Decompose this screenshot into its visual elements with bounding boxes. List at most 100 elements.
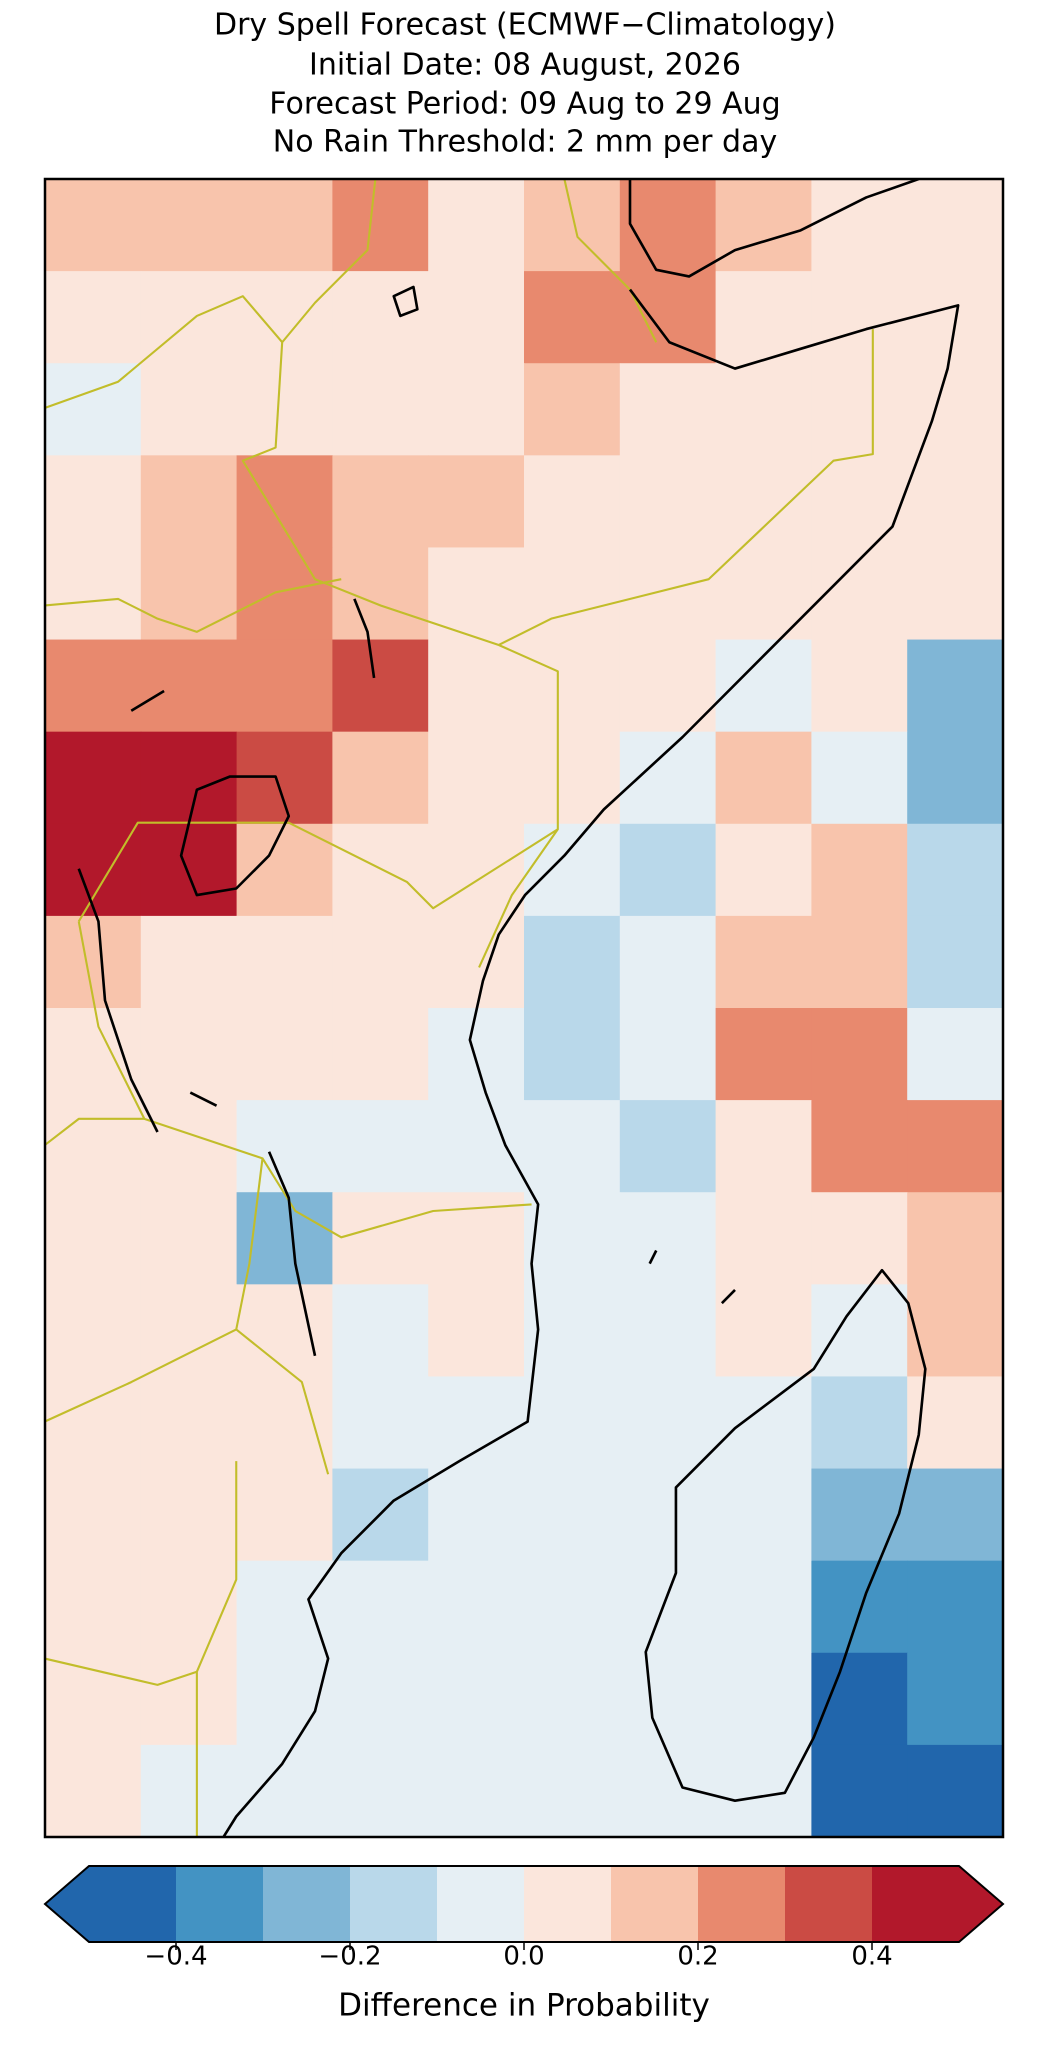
- grid-cell: [715, 1744, 812, 1837]
- grid-cell: [140, 1376, 238, 1470]
- grid-cell: [332, 1744, 429, 1837]
- grid-cell: [236, 1100, 333, 1193]
- grid-cell: [428, 1652, 525, 1746]
- grid-cell: [140, 639, 238, 733]
- grid-cell: [45, 823, 142, 917]
- grid-cell: [140, 1744, 238, 1837]
- grid-cell: [236, 823, 333, 917]
- map-overlay: [45, 179, 960, 1837]
- grid-cell: [619, 1100, 717, 1193]
- grid-cell: [715, 639, 812, 733]
- grid-cell: [236, 271, 333, 364]
- grid-cell: [619, 1376, 717, 1470]
- coastline: [644, 1268, 927, 1803]
- grid-cell: [524, 823, 621, 917]
- grid-cell: [45, 1008, 142, 1101]
- grid-cell: [332, 455, 429, 548]
- grid-cell: [428, 271, 525, 364]
- grid-cell: [332, 271, 429, 364]
- grid-cell: [236, 1192, 333, 1285]
- grid-cell: [811, 271, 908, 364]
- grid-cell: [332, 1008, 429, 1101]
- grid-cell: [715, 915, 812, 1009]
- grid-cell: [332, 731, 429, 825]
- grid-cell: [811, 731, 908, 825]
- grid-cell: [332, 639, 429, 733]
- grid-cell: [811, 1652, 908, 1746]
- grid-cell: [524, 455, 621, 548]
- grid-cell: [236, 179, 333, 272]
- grid-cell: [907, 1008, 1003, 1101]
- grid-cell: [140, 1468, 238, 1562]
- grid-cell: [236, 547, 333, 641]
- grid-cell: [45, 1100, 142, 1193]
- grid-cell: [140, 915, 238, 1009]
- title-line: Forecast Period: 09 Aug to 29 Aug: [269, 87, 780, 122]
- grid-cell: [715, 731, 812, 825]
- grid-cell: [715, 1376, 812, 1470]
- grid-cell: [715, 1284, 812, 1377]
- grid-cell: [907, 1652, 1003, 1746]
- grid-cell: [140, 1560, 238, 1654]
- grid-cell: [428, 1468, 525, 1562]
- grid-cell: [715, 1100, 812, 1193]
- grid-cell: [428, 731, 525, 825]
- grid-cell: [907, 547, 1003, 641]
- grid-cell: [524, 1284, 621, 1377]
- colorbar-tick-label: −0.4: [144, 1942, 207, 1972]
- grid-cell: [428, 1284, 525, 1377]
- grid-cell: [140, 455, 238, 548]
- grid-cell: [332, 1100, 429, 1193]
- colorbar-bin: [263, 1866, 351, 1942]
- grid-cell: [907, 1376, 1003, 1470]
- grid-cell: [45, 1468, 142, 1562]
- grid-cell: [811, 1376, 908, 1470]
- grid-cell: [428, 455, 525, 548]
- map-frame: [43, 177, 1005, 1839]
- grid-cell: [45, 1560, 142, 1654]
- grid-cell: [907, 179, 1003, 272]
- grid-cell: [907, 823, 1003, 917]
- colorbar-bin: [524, 1866, 612, 1942]
- grid-cell: [524, 1192, 621, 1285]
- grid-cell: [524, 1744, 621, 1837]
- colorbar-bin: [785, 1866, 873, 1942]
- grid-cell: [619, 1652, 717, 1746]
- grid-cell: [715, 179, 812, 272]
- grid-cell: [811, 1744, 908, 1837]
- grid-cell: [907, 639, 1003, 733]
- grid-cell: [907, 1192, 1003, 1285]
- grid-cell: [332, 179, 429, 272]
- grid-cell: [428, 1376, 525, 1470]
- colorbar-frame: [43, 1865, 1005, 1943]
- colorbar: −0.4 −0.2 0.0 0.2 0.4: [43, 1865, 1005, 1972]
- heatmap: [45, 179, 1003, 1837]
- colorbar-bin: [872, 1866, 960, 1942]
- grid-cell: [619, 455, 717, 548]
- grid-cell: [332, 823, 429, 917]
- grid-cell: [524, 915, 621, 1009]
- colorbar-extend: [45, 1866, 89, 1942]
- grid-cell: [140, 547, 238, 641]
- colorbar-extend: [959, 1866, 1003, 1942]
- grid-cell: [236, 639, 333, 733]
- grid-cell: [524, 1008, 621, 1101]
- grid-cell: [332, 1192, 429, 1285]
- grid-cell: [428, 363, 525, 456]
- grid-cell: [907, 1560, 1003, 1654]
- grid-cell: [45, 731, 142, 825]
- grid-cell: [811, 1560, 908, 1654]
- grid-cell: [332, 1284, 429, 1377]
- lake: [77, 285, 736, 1357]
- grid-cell: [524, 731, 621, 825]
- grid-cell: [715, 1008, 812, 1101]
- grid-cell: [619, 363, 717, 456]
- grid-cell: [715, 363, 812, 456]
- colorbar-bin: [350, 1866, 438, 1942]
- grid-cell: [811, 363, 908, 456]
- grid-cell: [619, 271, 717, 364]
- grid-cell: [45, 1652, 142, 1746]
- grid-cell: [45, 455, 142, 548]
- grid-cell: [428, 1008, 525, 1101]
- grid-cell: [907, 1100, 1003, 1193]
